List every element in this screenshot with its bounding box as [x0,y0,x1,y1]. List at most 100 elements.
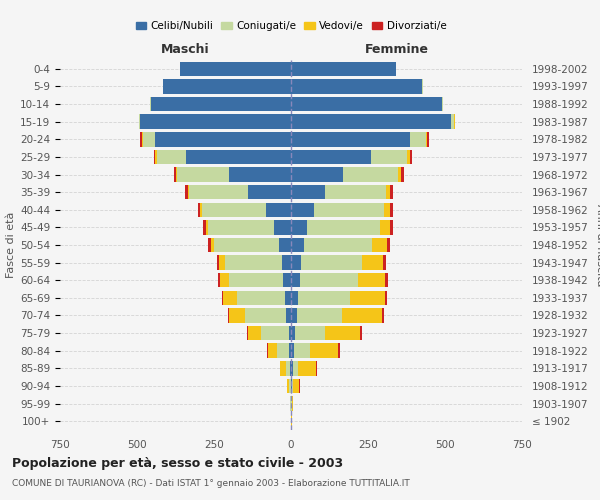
Bar [390,220,393,234]
Y-axis label: Fasce di età: Fasce di età [6,212,16,278]
Bar [291,326,295,340]
Bar [208,238,211,252]
Bar [325,326,360,340]
Bar [316,361,317,376]
Bar [142,132,143,146]
Bar [267,344,268,358]
Bar [360,326,362,340]
Bar [342,308,382,322]
Bar [362,256,383,270]
Bar [151,97,291,112]
Bar [385,273,388,287]
Bar [425,132,427,146]
Bar [229,273,283,287]
Bar [217,256,219,270]
Bar [386,185,390,200]
Bar [185,185,188,200]
Bar [380,220,390,234]
Bar [325,185,386,200]
Bar [287,378,289,393]
Bar [291,238,304,252]
Bar [200,202,202,217]
Bar [307,220,380,234]
Bar [407,150,410,164]
Bar [294,344,310,358]
Bar [454,114,455,129]
Bar [290,361,291,376]
Bar [301,256,362,270]
Bar [176,168,177,181]
Bar [442,97,443,112]
Bar [154,150,155,164]
Bar [292,378,293,393]
Bar [304,238,373,252]
Bar [295,326,325,340]
Bar [177,168,229,181]
Text: COMUNE DI TAURIANOVA (RC) - Dati ISTAT 1° gennaio 2003 - Elaborazione TUTTITALIA: COMUNE DI TAURIANOVA (RC) - Dati ISTAT 1… [12,479,410,488]
Bar [291,79,422,94]
Bar [203,220,206,234]
Bar [383,256,386,270]
Bar [451,114,454,129]
Bar [222,290,223,305]
Bar [218,273,220,287]
Bar [229,308,245,322]
Bar [211,238,214,252]
Bar [150,97,151,112]
Bar [186,150,291,164]
Bar [343,168,398,181]
Bar [291,290,298,305]
Text: Femmine: Femmine [365,44,429,57]
Bar [398,168,401,181]
Bar [293,361,298,376]
Bar [163,79,291,94]
Bar [291,344,294,358]
Bar [261,326,289,340]
Bar [299,378,300,393]
Bar [401,168,404,181]
Bar [248,326,261,340]
Bar [291,185,325,200]
Y-axis label: Anni di nascita: Anni di nascita [595,204,600,286]
Bar [283,273,291,287]
Bar [293,378,299,393]
Bar [190,185,248,200]
Bar [286,361,290,376]
Bar [223,290,237,305]
Text: Popolazione per età, sesso e stato civile - 2003: Popolazione per età, sesso e stato civil… [12,458,343,470]
Bar [358,273,385,287]
Bar [140,132,142,146]
Bar [350,290,385,305]
Bar [291,168,343,181]
Bar [266,202,291,217]
Bar [314,202,385,217]
Bar [291,273,299,287]
Bar [237,290,285,305]
Bar [291,132,410,146]
Bar [298,361,316,376]
Bar [385,202,390,217]
Bar [188,185,190,200]
Bar [140,114,291,129]
Bar [373,238,387,252]
Bar [282,256,291,270]
Bar [268,344,277,358]
Bar [291,396,292,411]
Bar [277,344,289,358]
Bar [143,132,155,146]
Bar [291,150,371,164]
Bar [390,185,393,200]
Bar [291,308,296,322]
Bar [291,62,396,76]
Bar [291,220,307,234]
Bar [289,326,291,340]
Bar [298,290,350,305]
Bar [229,168,291,181]
Bar [291,202,314,217]
Bar [296,308,342,322]
Bar [292,396,293,411]
Bar [274,220,291,234]
Bar [206,220,208,234]
Bar [382,308,384,322]
Bar [291,378,292,393]
